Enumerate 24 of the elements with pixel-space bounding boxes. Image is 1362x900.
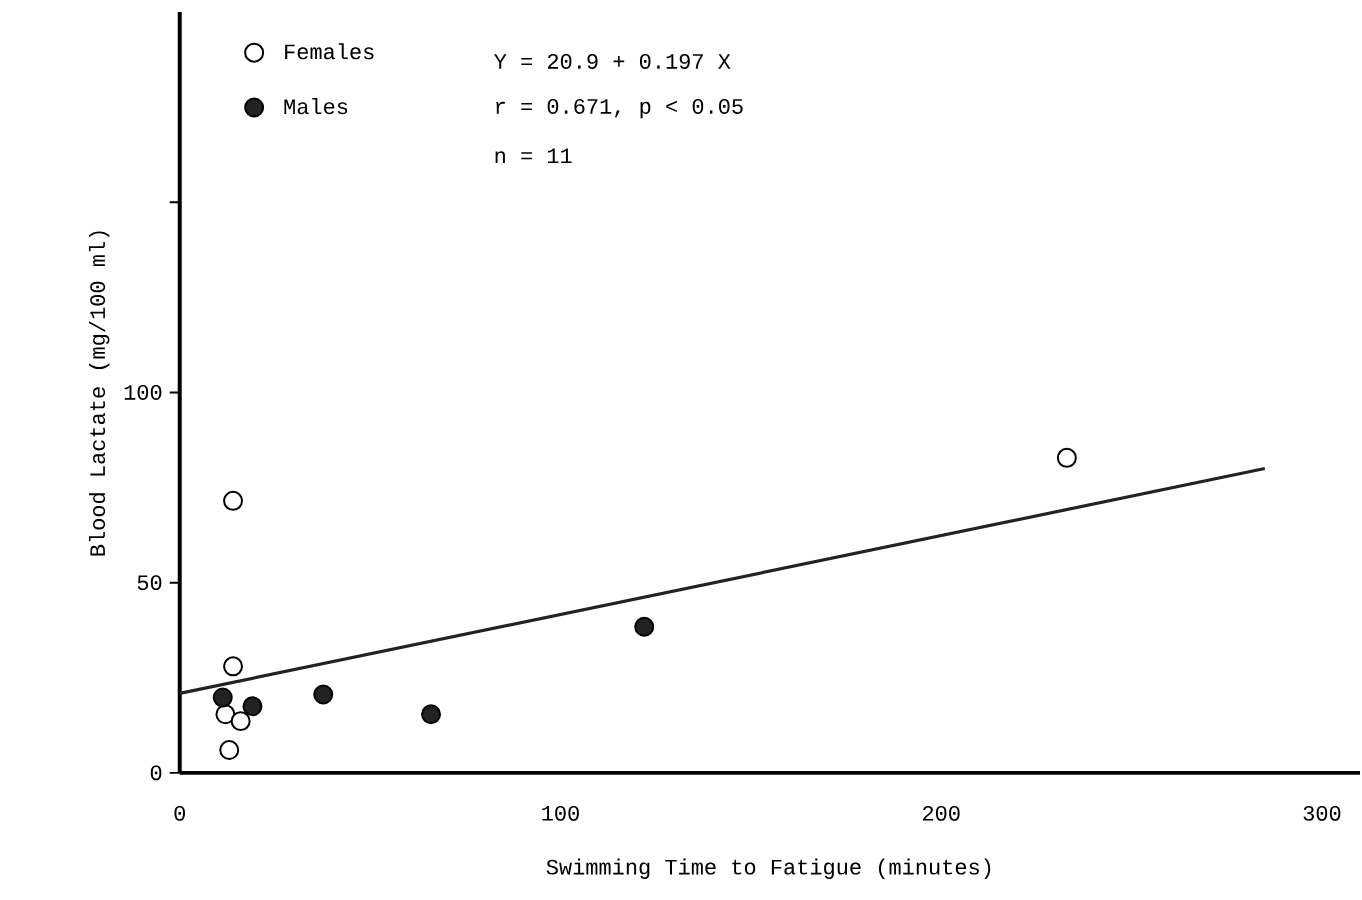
point	[223, 656, 244, 677]
y-tick-label: 0	[150, 765, 162, 781]
point	[230, 711, 251, 732]
point	[421, 704, 442, 725]
y-tick-label: 50	[137, 575, 162, 591]
x-tick-label: 100	[542, 806, 579, 821]
legend-label: Females	[285, 43, 374, 60]
point	[313, 684, 334, 705]
x-axis-title: Swimming Time to Fatigue (minutes)	[546, 858, 991, 880]
legend-label: Males	[284, 98, 348, 115]
annotation: r = 0.671, p < 0.05	[496, 99, 743, 119]
point	[634, 616, 655, 637]
point	[212, 687, 233, 708]
annotation: Y = 20.9 + 0.197 X	[494, 54, 731, 70]
x-tick-label: 0	[174, 806, 185, 821]
x-tick-label: 300	[1303, 806, 1341, 821]
point	[242, 696, 263, 717]
y-axis-title: Blood Lactate (mg/100 ml)	[88, 231, 110, 556]
point	[1056, 448, 1077, 469]
y-tick-label: 100	[124, 385, 162, 401]
point	[219, 740, 240, 761]
annotation: n = 11	[495, 148, 572, 164]
x-tick-label: 200	[922, 806, 960, 821]
point	[223, 491, 244, 511]
